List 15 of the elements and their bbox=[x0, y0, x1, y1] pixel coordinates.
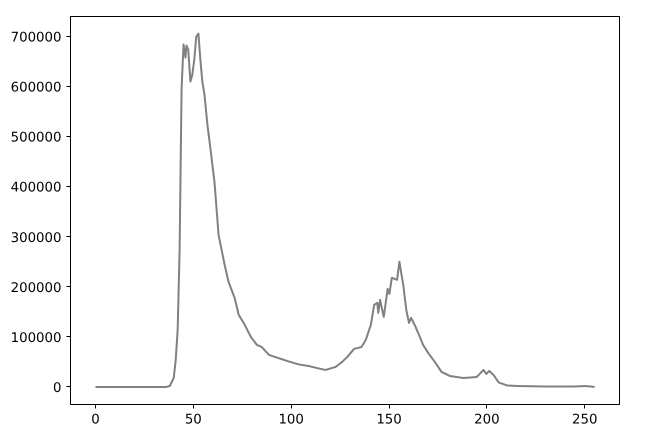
y-tick-label: 200000 bbox=[10, 280, 62, 296]
y-tick-label: 300000 bbox=[10, 230, 62, 246]
x-tick-label: 150 bbox=[376, 412, 402, 428]
x-tick-label: 0 bbox=[91, 412, 100, 428]
y-tick-label: 400000 bbox=[10, 180, 62, 196]
y-tick-label: 700000 bbox=[10, 30, 62, 46]
line-series bbox=[94, 32, 596, 388]
x-tick-label: 50 bbox=[184, 412, 202, 428]
x-tick-label: 250 bbox=[572, 412, 598, 428]
y-tick-label: 600000 bbox=[10, 80, 62, 96]
y-tick-label: 500000 bbox=[10, 130, 62, 146]
y-tick-label: 0 bbox=[53, 380, 62, 396]
y-tick-label: 100000 bbox=[10, 330, 62, 346]
x-tick-label: 100 bbox=[278, 412, 304, 428]
x-tick-label: 200 bbox=[474, 412, 500, 428]
